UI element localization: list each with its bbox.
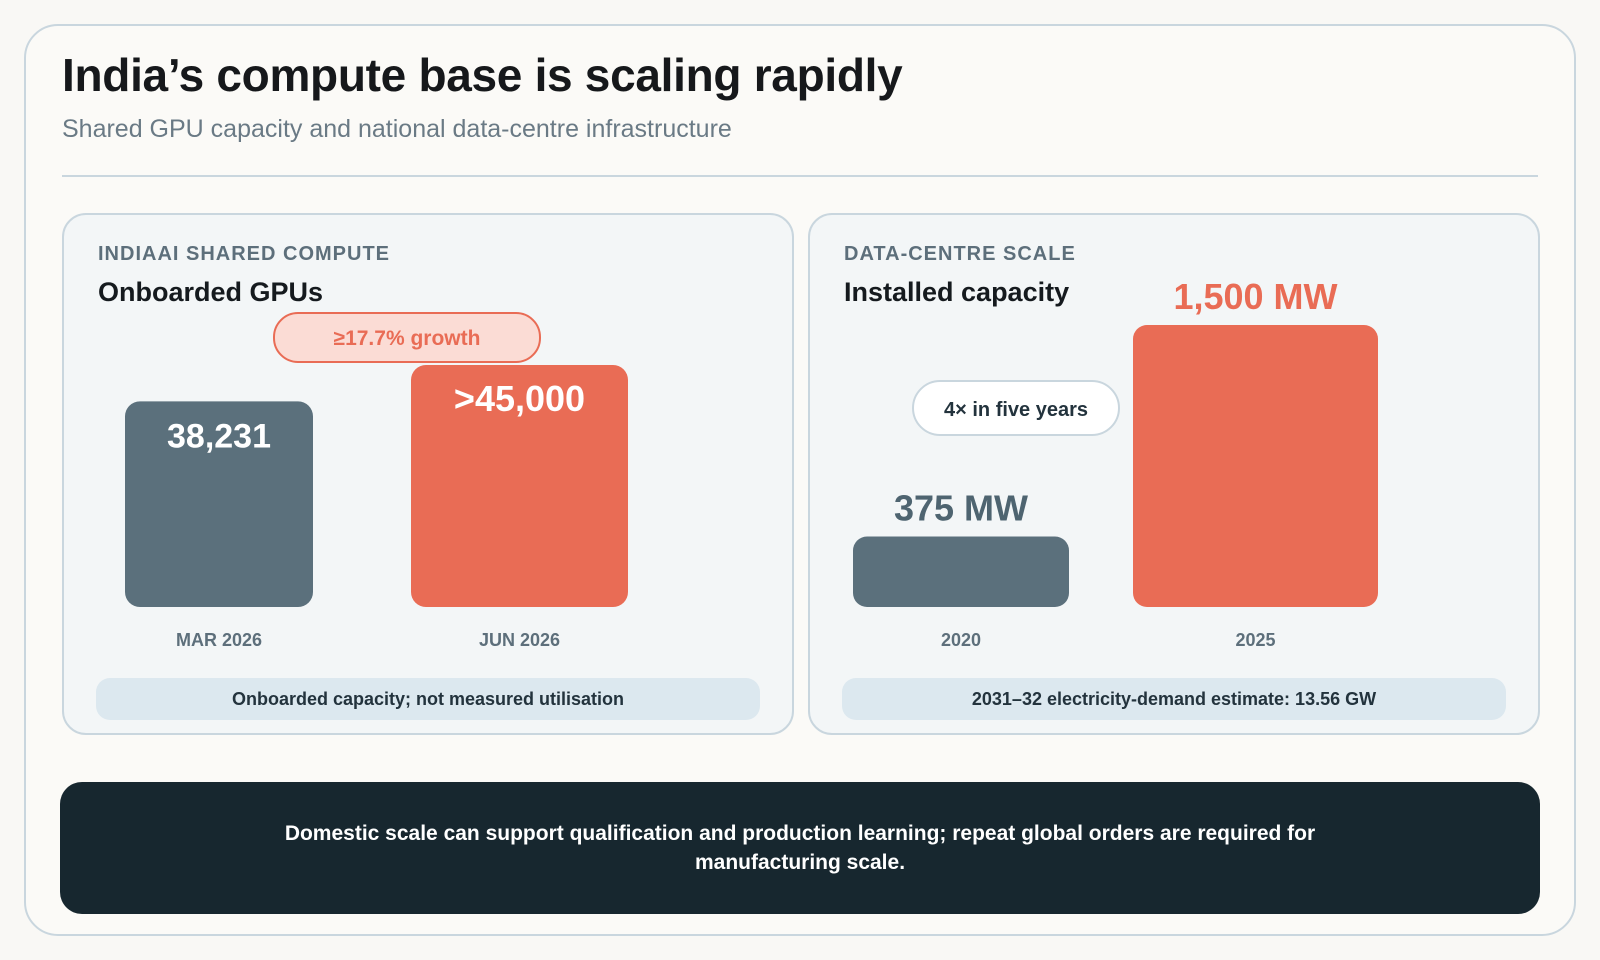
gpu-panel: INDIAAI SHARED COMPUTE Onboarded GPUs 38…: [62, 213, 794, 735]
header-divider: [62, 175, 1538, 177]
gpu-bar-chart: 38,231 MAR 2026 >45,000 JUN 2026 ≥17.7% grow…: [125, 312, 628, 650]
capacity-category-label: 2025: [1235, 630, 1275, 650]
gpu-bar: [411, 365, 628, 607]
datacentre-panel-heading: Installed capacity: [844, 277, 1070, 307]
capacity-bar-value-label: 1,500 MW: [1173, 276, 1337, 317]
datacentre-panel-eyebrow: DATA-CENTRE SCALE: [844, 243, 1076, 265]
gpu-panel-heading: Onboarded GPUs: [98, 277, 324, 307]
growth-pill-label: ≥17.7% growth: [334, 327, 481, 350]
page-title: India’s compute base is scaling rapidly: [62, 49, 903, 101]
capacity-bar: [1133, 325, 1378, 607]
gpu-category-label: JUN 2026: [479, 630, 560, 650]
multiplier-pill-label: 4× in five years: [944, 399, 1088, 421]
gpu-panel-note: Onboarded capacity; not measured utilisa…: [96, 678, 760, 720]
gpu-panel-eyebrow: INDIAAI SHARED COMPUTE: [98, 243, 391, 265]
gpu-bar: [125, 401, 313, 607]
gpu-bar-value-label: >45,000: [454, 378, 585, 419]
datacentre-panel: DATA-CENTRE SCALE Installed capacity 375…: [808, 213, 1540, 735]
gpu-category-label: MAR 2026: [176, 630, 262, 650]
multiplier-pill: [912, 380, 1120, 436]
page-subtitle: Shared GPU capacity and national data-ce…: [62, 115, 732, 143]
capacity-bar-value-label: 375 MW: [894, 488, 1028, 529]
capacity-category-label: 2020: [941, 630, 981, 650]
capacity-bar: [853, 536, 1069, 607]
conclusion-text: Domestic scale can support qualification…: [284, 822, 1316, 874]
datacentre-panel-note: 2031–32 electricity-demand estimate: 13.…: [842, 678, 1506, 720]
datacentre-bar-chart: 375 MW 2020 1,500 MW 2025 4× in five years: [853, 276, 1378, 650]
gpu-bar-value-label: 38,231: [167, 417, 271, 455]
conclusion-callout: Domestic scale can support qualification…: [60, 782, 1540, 914]
growth-pill: [273, 312, 541, 363]
